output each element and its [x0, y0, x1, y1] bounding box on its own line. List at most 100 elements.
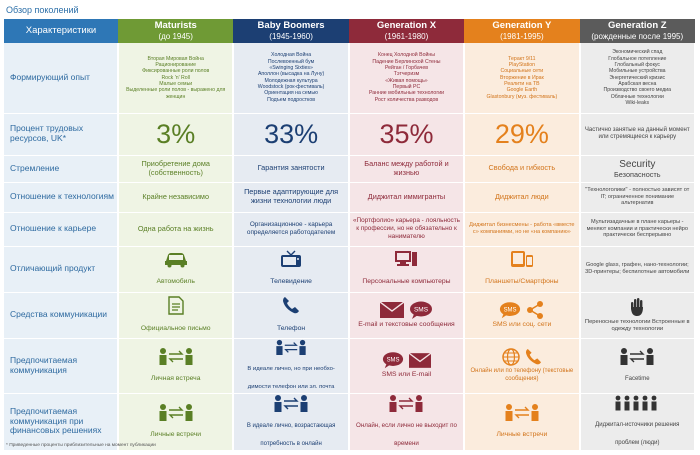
percent-value: 29%: [494, 118, 549, 149]
sms-bubble-icon: SMS: [409, 301, 432, 319]
tv-icon: [281, 250, 302, 267]
header-genz: Generation Z (рожденные после 1995): [579, 19, 695, 43]
row-media: Средства коммуникации Официальное письмо…: [4, 292, 697, 339]
row-experience: Формирующий опыт Вторая Мировая Война Ра…: [4, 43, 697, 114]
comm-label: В идеале лично, но при необхо-димости те…: [247, 365, 335, 390]
media-label: Официальное письмо: [140, 324, 211, 332]
cell-comm: SMS SMS или E-mail: [348, 338, 466, 394]
cell-workforce: 33%: [233, 113, 350, 156]
page-title: Обзор поколений: [6, 5, 79, 15]
people-group-icon: [615, 395, 657, 410]
cell-comm: Facetime: [579, 338, 697, 394]
cell-experience: Холодная Война Послевоенный бум «Swingin…: [233, 43, 350, 114]
security-ru: Безопасность: [614, 169, 661, 179]
phone-icon: [525, 349, 541, 365]
finance-label: Личные встречи: [150, 430, 202, 438]
share-icon: [527, 300, 544, 319]
svg-text:SMS: SMS: [387, 358, 400, 364]
cell-workforce: 29%: [464, 113, 581, 156]
row-career: Отношение к карьере Одна работа на жизнь…: [4, 212, 697, 247]
cell-product: Телевидение: [233, 246, 350, 293]
cell-finance: Личные встречи: [464, 393, 581, 451]
cell-workforce: 3%: [118, 113, 235, 156]
svg-text:SMS: SMS: [414, 306, 429, 313]
cell-workforce: Частично занятые на данный момент или ст…: [579, 113, 697, 156]
cell-aspiration: Security Безопасность: [579, 155, 697, 183]
gen-years: (1961-1980): [384, 31, 429, 41]
row-label: Формирующий опыт: [4, 43, 119, 114]
header-characteristics: Характеристики: [4, 19, 118, 43]
letter-icon: [167, 295, 184, 315]
comm-label: SMS или E-mail: [381, 371, 432, 379]
hand-icon: [631, 297, 644, 316]
row-label: Отличающий продукт: [4, 246, 119, 293]
row-finance: Предпочитаемая коммуникация при финансов…: [4, 393, 697, 451]
finance-label: Диджитал-источники решения проблем (люди…: [595, 421, 680, 446]
car-icon: [164, 253, 187, 268]
sms-bubble-icon: SMS: [500, 302, 521, 319]
cell-career: Организационное - карьера определяется р…: [233, 212, 350, 247]
header-geny: Generation Y (1981-1995): [464, 19, 580, 43]
cell-product: Планшеты/Смартфоны: [464, 246, 581, 293]
cell-technology: Диджитал люди: [464, 182, 581, 213]
cell-aspiration: Гарантия занятости: [233, 155, 350, 183]
product-label: Автомобиль: [156, 278, 195, 285]
people-exchange-icon: [274, 394, 308, 412]
cell-career: Мультизадачные в плане карьеры - меняют …: [579, 212, 697, 247]
cell-aspiration: Приобретение дома (собственность): [118, 155, 235, 183]
people-exchange-icon: [389, 394, 423, 412]
header-boomers: Baby Boomers (1945-1960): [233, 19, 349, 43]
cell-career: Диджитал бизнесмены - работа «вместе с» …: [464, 212, 581, 247]
cell-experience: Конец Холодной Войны Падение Берлинской …: [348, 43, 466, 114]
row-comm: Предпочитаемая коммуникация Личная встре…: [4, 338, 697, 394]
people-exchange-icon: [276, 339, 306, 355]
row-label: Стремление: [4, 155, 119, 183]
comm-label: Facetime: [624, 375, 650, 382]
media-label: SMS или соц. сети: [492, 320, 552, 328]
cell-media: Официальное письмо: [118, 292, 235, 339]
cell-comm: Личная встреча: [118, 338, 235, 394]
cell-technology: "Технологолики" - полностью зависят от I…: [579, 182, 697, 213]
media-label: Переносные технологии Встроенные в одежд…: [584, 318, 690, 332]
cell-experience: Экономический спад Глобальное потепление…: [579, 43, 697, 114]
cell-technology: Первые адаптирующие для жизни технологии…: [233, 182, 350, 213]
phone-icon: [283, 296, 300, 313]
security-en: Security: [619, 158, 656, 170]
cell-comm: В идеале лично, но при необхо-димости те…: [233, 338, 350, 394]
cell-technology: Диджитал иммигранты: [348, 182, 466, 213]
footnote: * Приведенные проценты приблизительные н…: [6, 443, 156, 448]
row-aspiration: Стремление Приобретение дома (собственно…: [4, 155, 697, 183]
people-exchange-icon: [159, 347, 193, 365]
percent-value: 33%: [264, 118, 319, 149]
computer-icon: [395, 251, 418, 266]
cell-product: Автомобиль: [118, 246, 235, 293]
cell-finance: Онлайн, если лично не выходит по времени: [348, 393, 466, 451]
row-label: Средства коммуникации: [4, 292, 119, 339]
gen-name: Generation Y: [492, 19, 552, 31]
comm-label: Онлайн или по телефону (текстовые сообще…: [470, 368, 574, 382]
svg-text:SMS: SMS: [504, 307, 517, 313]
tablet-icon: [510, 251, 533, 267]
finance-label: В идеале лично, возрастающая потребность…: [246, 422, 336, 447]
cell-career: «Портфолио» карьера - лояльность к профе…: [348, 212, 466, 247]
cell-finance: В идеале лично, возрастающая потребность…: [233, 393, 350, 451]
row-label: Отношение к карьере: [4, 212, 119, 247]
media-label: Телефон: [276, 324, 306, 332]
media-label: E-mail и текстовые сообщения: [358, 320, 455, 328]
gen-name: Baby Boomers: [257, 19, 325, 31]
cell-media: SMS E-mail и текстовые сообщения: [348, 292, 466, 339]
gen-years: (1981-1995): [500, 31, 544, 41]
media-icons: SMS: [353, 301, 460, 319]
header-row: Характеристики Maturists (до 1945) Baby B…: [4, 19, 695, 43]
cell-aspiration: Баланс между работой и жизнью: [348, 155, 466, 183]
product-label: Планшеты/Смартфоны: [485, 278, 559, 285]
people-exchange-icon: [159, 403, 193, 421]
row-workforce: Процент трудовых ресурсов, UK* 3% 33% 35…: [4, 113, 697, 156]
comm-icons: SMS: [353, 351, 460, 369]
comm-icons: [468, 348, 575, 366]
cell-comm: Онлайн или по телефону (текстовые сообще…: [464, 338, 581, 394]
gen-years: (рожденные после 1995): [591, 31, 684, 41]
row-label: Процент трудовых ресурсов, UK*: [4, 113, 119, 156]
media-icons: SMS: [468, 300, 575, 319]
cell-career: Одна работа на жизнь: [118, 212, 235, 247]
